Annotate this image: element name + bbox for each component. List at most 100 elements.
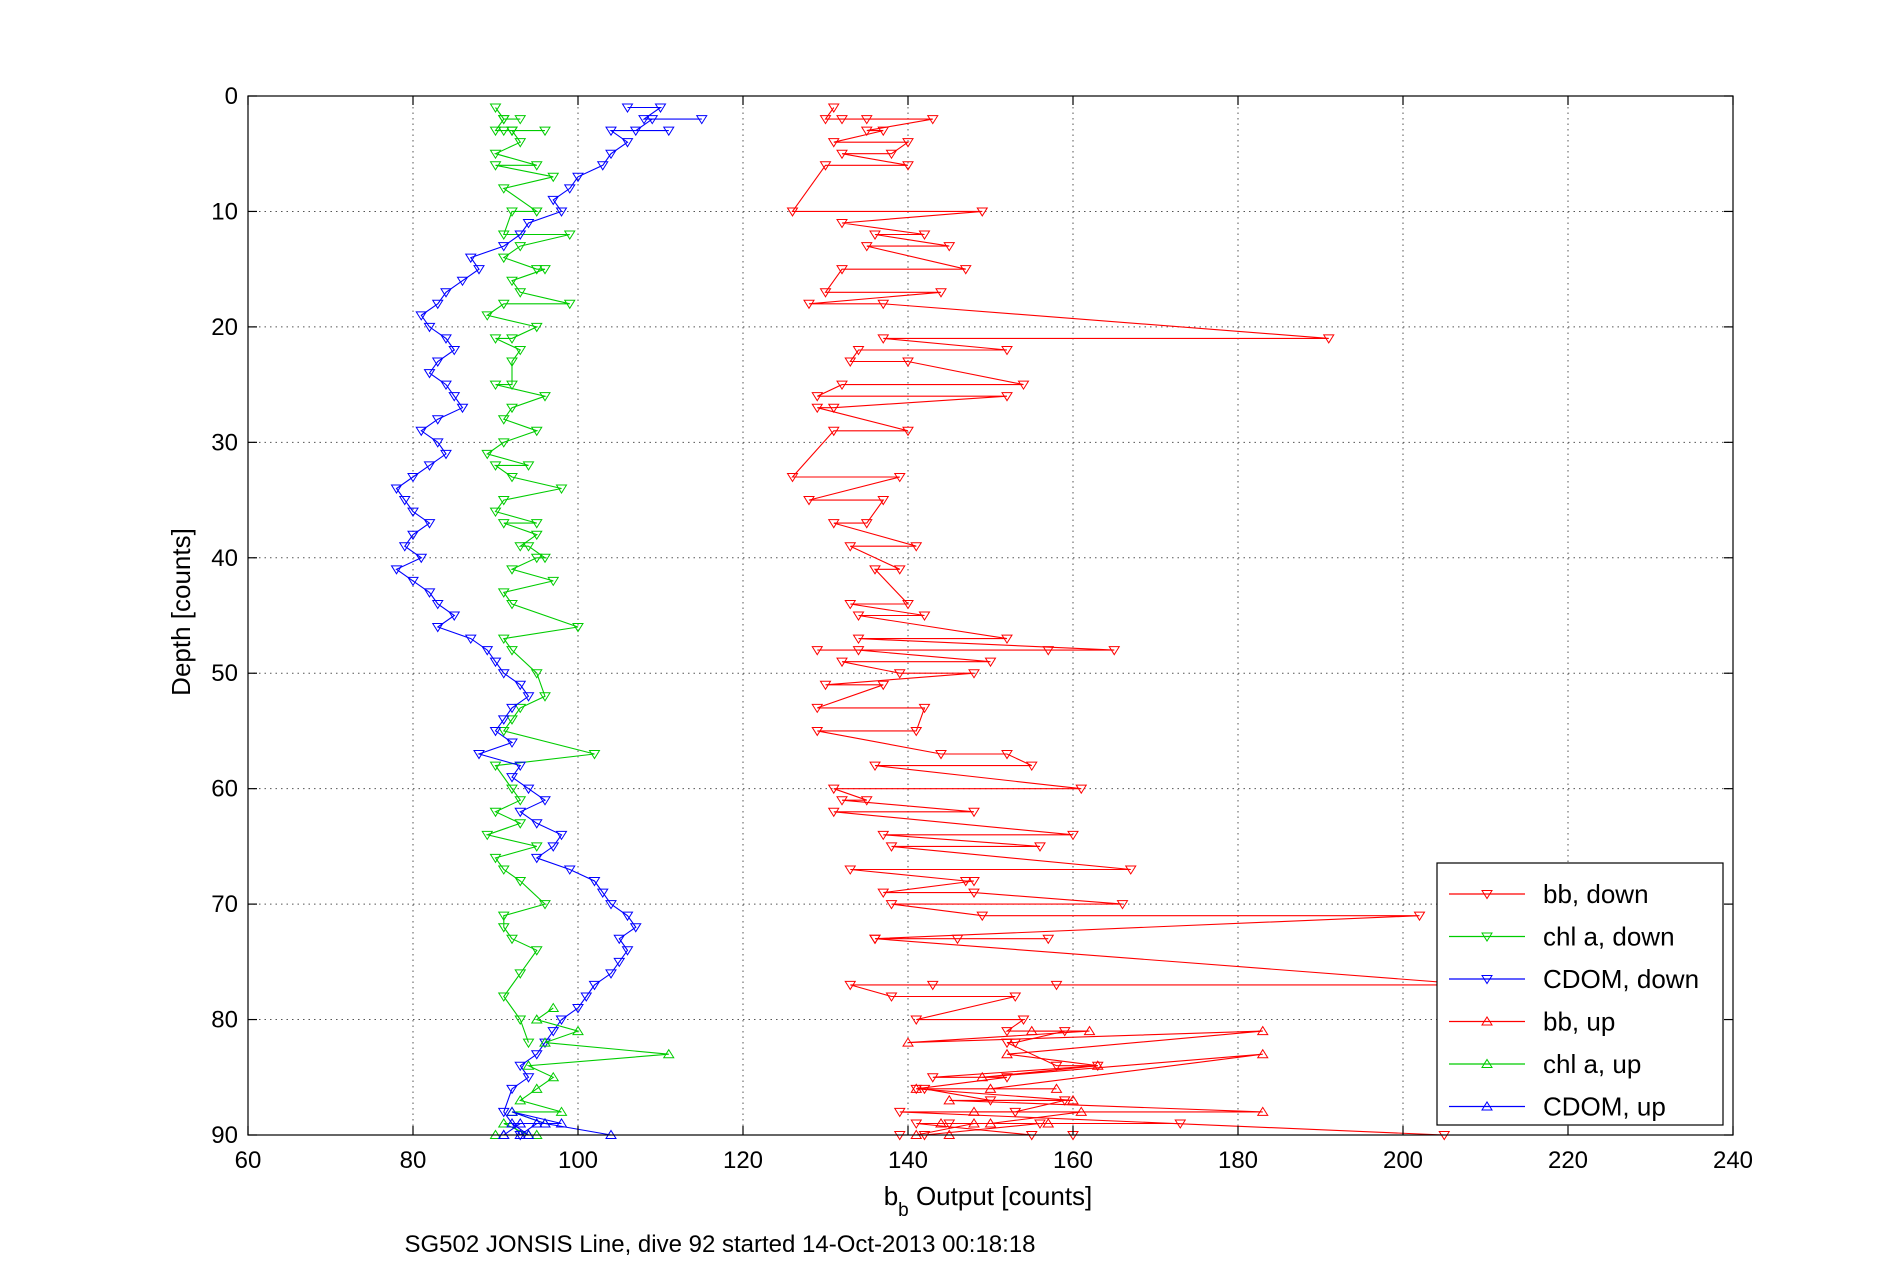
data-point — [852, 345, 865, 356]
series-1 — [481, 103, 601, 1049]
data-point — [819, 161, 832, 171]
data-point — [506, 1084, 518, 1095]
data-point — [407, 472, 419, 483]
legend-item: bb, down — [1449, 879, 1649, 909]
data-point — [968, 1106, 980, 1116]
data-point — [440, 288, 452, 298]
data-point — [877, 888, 890, 899]
data-point — [506, 207, 518, 217]
data-point — [497, 992, 510, 1002]
data-point — [662, 1048, 675, 1059]
data-point — [893, 1107, 906, 1118]
data-point — [918, 703, 931, 714]
data-point — [572, 1025, 584, 1036]
data-point — [530, 669, 543, 679]
data-point — [423, 461, 436, 471]
data-point — [638, 115, 650, 125]
data-point — [1050, 1061, 1063, 1072]
data-point — [539, 900, 551, 910]
data-point — [1001, 1048, 1013, 1059]
data-point — [497, 126, 510, 137]
data-point — [852, 646, 865, 656]
data-point — [827, 519, 840, 529]
data-point — [497, 923, 510, 933]
data-point — [539, 1118, 551, 1128]
data-point — [968, 669, 980, 679]
data-point — [506, 357, 518, 367]
legend-item: chl a, up — [1449, 1049, 1641, 1079]
data-point — [497, 669, 510, 679]
data-point — [497, 115, 510, 125]
data-point — [968, 877, 980, 887]
data-point — [943, 242, 956, 252]
data-point — [530, 946, 543, 956]
data-point — [506, 715, 518, 725]
data-point — [869, 230, 881, 240]
data-point — [910, 542, 923, 552]
data-point — [621, 138, 634, 148]
data-point — [1067, 830, 1079, 841]
series-4 — [489, 1002, 675, 1139]
data-point — [1075, 784, 1088, 795]
data-point — [1075, 1106, 1088, 1116]
data-point — [431, 438, 444, 448]
data-point — [440, 380, 452, 391]
data-point — [423, 369, 436, 379]
data-point — [514, 1015, 527, 1026]
data-point — [976, 1071, 989, 1082]
data-point — [877, 830, 890, 841]
legend-swatch-marker — [1481, 890, 1493, 900]
data-point — [514, 288, 527, 298]
data-point — [885, 992, 898, 1002]
data-point — [621, 911, 634, 922]
data-point — [415, 553, 428, 564]
data-point — [819, 680, 832, 691]
data-point — [547, 576, 560, 587]
data-point — [530, 853, 543, 864]
data-point — [1174, 1119, 1187, 1129]
data-point — [522, 542, 535, 552]
data-point — [506, 646, 518, 656]
data-point — [860, 796, 873, 806]
data-point — [497, 415, 510, 425]
data-point — [489, 126, 502, 137]
data-point — [885, 842, 898, 852]
data-point — [456, 403, 469, 414]
data-point — [605, 969, 617, 979]
data-point — [1025, 1025, 1038, 1036]
data-point — [514, 542, 527, 552]
data-point — [407, 530, 419, 541]
data-point — [596, 888, 609, 899]
data-point — [530, 426, 543, 437]
series-2 — [390, 103, 708, 1141]
data-point — [902, 599, 914, 610]
data-point — [547, 1071, 560, 1082]
legend-swatch-marker — [1481, 975, 1493, 985]
x-tick-label: 100 — [558, 1147, 598, 1174]
data-point — [530, 1083, 543, 1093]
data-point — [803, 496, 815, 506]
data-point — [539, 553, 551, 564]
data-point — [522, 218, 535, 229]
data-point — [539, 392, 551, 402]
data-point — [836, 149, 848, 160]
data-point — [530, 161, 543, 171]
data-point — [473, 750, 485, 760]
data-point — [1025, 761, 1038, 772]
data-point — [968, 888, 980, 899]
data-point — [440, 334, 452, 344]
data-point — [539, 796, 551, 806]
y-axis-label: Depth [counts] — [166, 528, 196, 696]
data-point — [951, 934, 964, 945]
data-point — [489, 380, 502, 391]
data-point — [1256, 1025, 1269, 1036]
data-point — [530, 1050, 543, 1060]
data-point — [539, 692, 551, 702]
data-point — [563, 865, 576, 875]
data-point — [530, 265, 543, 275]
data-point — [473, 265, 485, 275]
data-point — [497, 230, 510, 240]
data-point — [621, 946, 634, 956]
x-tick-label: 180 — [1218, 1147, 1258, 1174]
